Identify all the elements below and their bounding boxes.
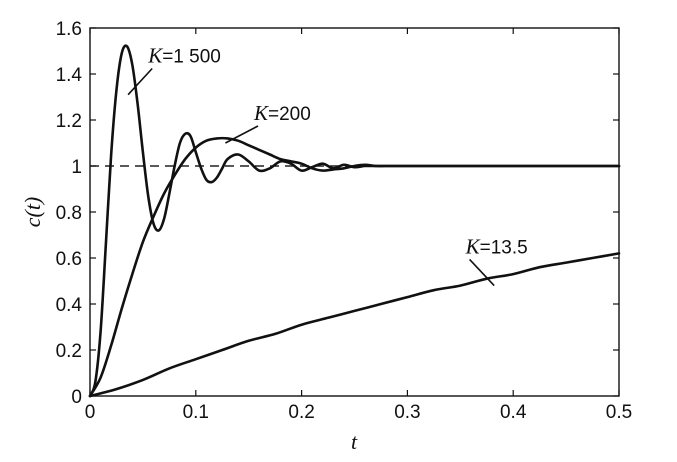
x-tick-label: 0.5 — [606, 402, 632, 423]
annotation-k-symbol: K — [147, 44, 163, 68]
x-tick-label: 0.2 — [288, 402, 314, 423]
annotation-k-value: =13.5 — [480, 237, 528, 258]
ticks-layer: 0 0.1 0.2 0.3 0.4 0.5 0 0.2 0.4 0.6 0.8 1 1.2 1.4 1.6 — [56, 19, 633, 423]
y-tick-label: 1 — [71, 157, 82, 178]
annotation-k-symbol: K — [465, 234, 481, 258]
series-line-1 — [88, 136, 621, 398]
y-tick-label: 1.2 — [56, 111, 82, 132]
x-tick-label: 0.3 — [394, 402, 420, 423]
y-tick-label: 0.6 — [56, 249, 82, 270]
series-line-2 — [88, 252, 621, 398]
series-line-0 — [88, 44, 621, 398]
annotation-label-0: K=1 500 — [147, 44, 221, 68]
x-tick-label: 0.1 — [183, 402, 209, 423]
x-tick-label: 0.4 — [500, 402, 527, 423]
y-tick-label: 1.6 — [56, 19, 82, 40]
annotation-leader-0 — [127, 67, 153, 96]
plot-frame — [89, 27, 620, 397]
annotation-k-value: =1 500 — [162, 47, 221, 68]
annotation-k-symbol: K — [253, 101, 269, 125]
y-axis-label: c(t) — [20, 197, 45, 228]
annotation-leader-1 — [225, 125, 259, 144]
y-tick-label: 0 — [71, 387, 82, 408]
annotation-label-1: K=200 — [253, 101, 311, 125]
annotation-leader-2 — [469, 258, 495, 287]
x-tick-label: 0 — [85, 402, 96, 423]
y-tick-label: 0.2 — [56, 341, 82, 362]
y-tick-label: 0.4 — [56, 295, 83, 316]
series-layer — [88, 44, 621, 398]
annotation-label-2: K=13.5 — [465, 234, 528, 258]
x-axis-label: t — [351, 429, 358, 454]
y-tick-label: 1.4 — [56, 65, 83, 86]
annotation-k-value: =200 — [268, 104, 311, 125]
y-tick-label: 0.8 — [56, 203, 82, 224]
